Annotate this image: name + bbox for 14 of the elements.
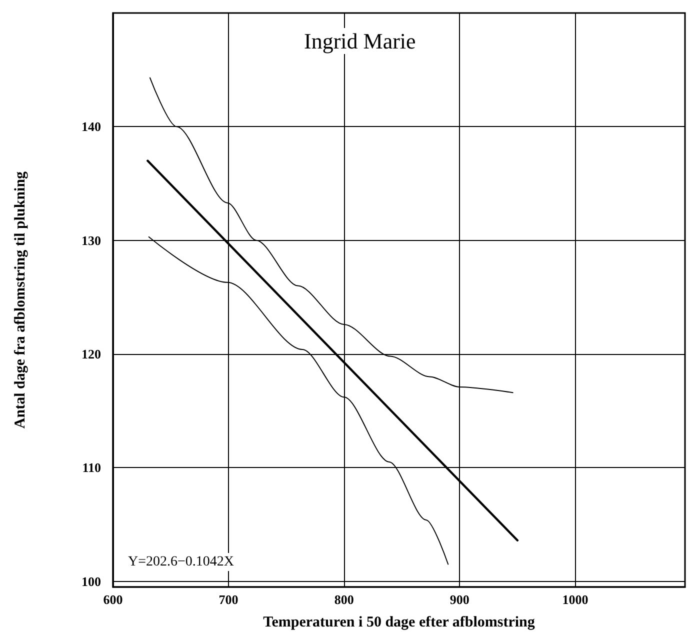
text: Ingrid Marie [304, 28, 416, 54]
y-tick-label: 130 [82, 232, 101, 248]
x-tick-label: 1000 [562, 592, 588, 607]
x-tick-label: 900 [450, 592, 470, 607]
y-tick-label: 120 [82, 346, 101, 362]
x-tick-label: 700 [218, 592, 238, 607]
x-tick-label: 600 [103, 592, 123, 607]
y-tick-label: 110 [82, 460, 101, 476]
x-tick-label: 800 [334, 592, 354, 607]
annotation: Y=202.6−0.1042X [128, 554, 234, 570]
y-tick-label: 100 [82, 574, 101, 589]
y-axis-title: Antal dage fra afblomstring til plukning [12, 170, 28, 429]
y-tick-label: 140 [82, 119, 101, 134]
x-axis-title: Temperaturen i 50 dage efter afblomstring [263, 614, 536, 630]
